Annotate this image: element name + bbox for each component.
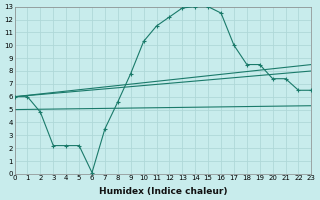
X-axis label: Humidex (Indice chaleur): Humidex (Indice chaleur) (99, 187, 227, 196)
